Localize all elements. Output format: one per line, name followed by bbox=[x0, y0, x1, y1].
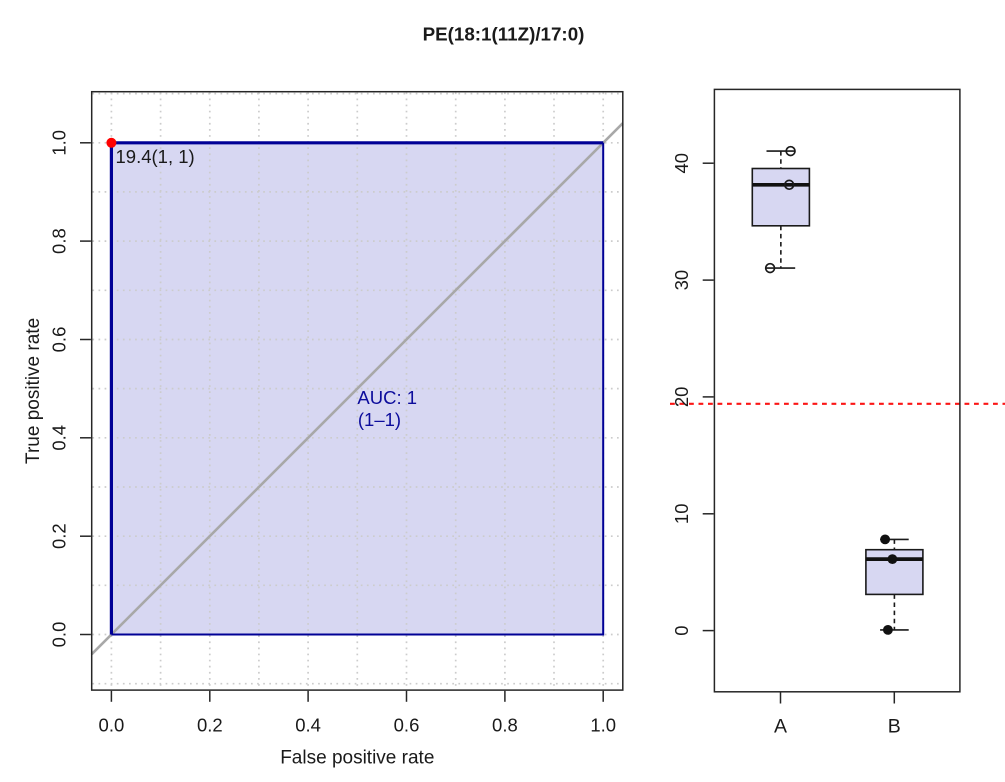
svg-text:20: 20 bbox=[671, 387, 692, 408]
svg-text:0.6: 0.6 bbox=[394, 715, 420, 736]
svg-text:0.2: 0.2 bbox=[48, 523, 69, 549]
svg-text:0.2: 0.2 bbox=[197, 715, 223, 736]
svg-text:1.0: 1.0 bbox=[590, 715, 616, 736]
svg-text:PE(18:1(11Z)/17:0): PE(18:1(11Z)/17:0) bbox=[423, 23, 585, 44]
svg-text:0: 0 bbox=[671, 625, 692, 635]
svg-text:AUC: 1: AUC: 1 bbox=[357, 387, 417, 408]
svg-text:0.4: 0.4 bbox=[295, 715, 321, 736]
svg-text:0.8: 0.8 bbox=[48, 228, 69, 254]
svg-text:1.0: 1.0 bbox=[48, 130, 69, 156]
svg-text:0.8: 0.8 bbox=[492, 715, 518, 736]
svg-text:A: A bbox=[774, 716, 787, 738]
svg-text:0.6: 0.6 bbox=[48, 327, 69, 353]
svg-text:10: 10 bbox=[671, 504, 692, 525]
svg-text:19.4(1, 1): 19.4(1, 1) bbox=[116, 146, 195, 167]
svg-text:(1–1): (1–1) bbox=[358, 409, 401, 430]
svg-text:B: B bbox=[888, 716, 901, 738]
svg-text:False positive rate: False positive rate bbox=[280, 747, 434, 768]
svg-text:40: 40 bbox=[671, 153, 692, 174]
svg-text:True positive rate: True positive rate bbox=[23, 318, 44, 464]
svg-text:0.0: 0.0 bbox=[48, 622, 69, 648]
svg-text:30: 30 bbox=[671, 270, 692, 291]
svg-text:0.4: 0.4 bbox=[48, 425, 69, 451]
svg-text:0.0: 0.0 bbox=[99, 715, 125, 736]
